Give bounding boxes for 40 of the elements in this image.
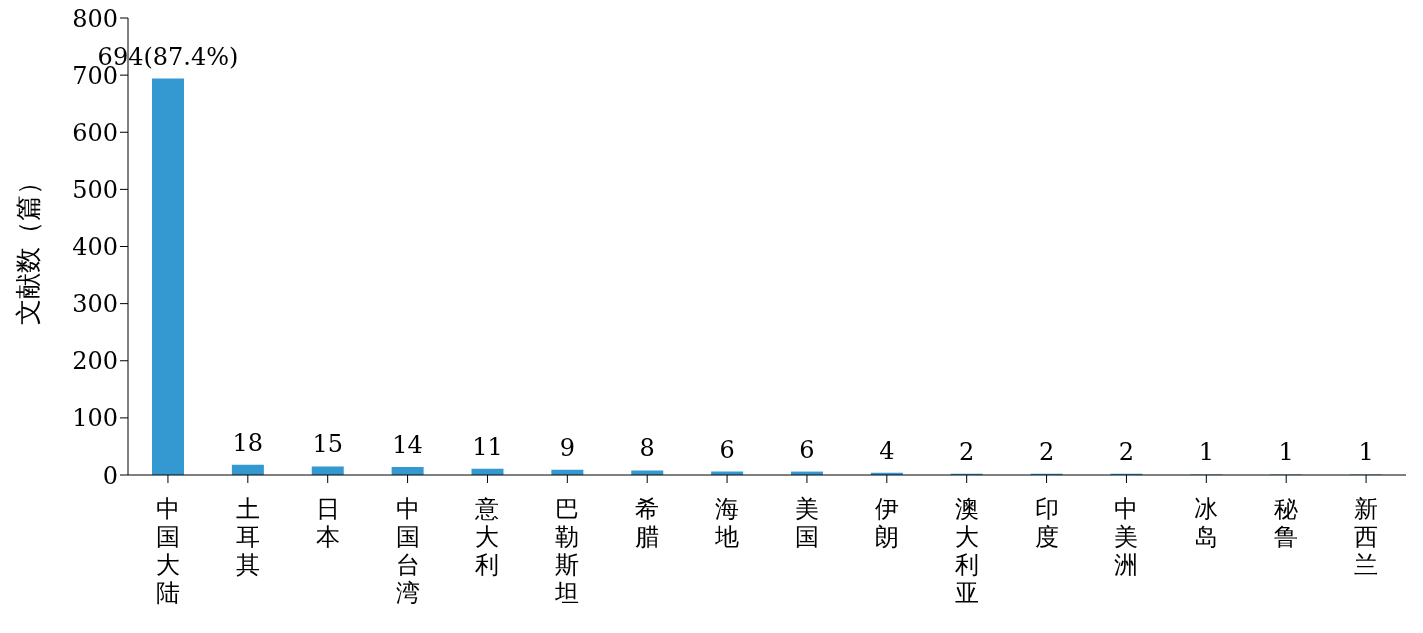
x-tick-label: 希腊 bbox=[635, 495, 660, 551]
data-label: 6 bbox=[719, 435, 735, 464]
y-tick-label: 0 bbox=[102, 461, 118, 490]
x-tick-label: 美国 bbox=[794, 495, 819, 551]
data-label: 18 bbox=[232, 428, 264, 457]
x-tick-label: 伊朗 bbox=[874, 495, 899, 551]
x-tick-label: 中国台湾 bbox=[395, 495, 420, 607]
y-tick-label: 800 bbox=[72, 4, 118, 33]
x-tick-label: 意大利 bbox=[474, 495, 500, 579]
y-tick-label: 300 bbox=[72, 290, 118, 319]
x-tick-label: 日本 bbox=[315, 495, 340, 551]
x-tick-label: 土耳其 bbox=[235, 495, 260, 579]
x-tick-label: 冰岛 bbox=[1194, 495, 1219, 551]
data-label: 4 bbox=[879, 436, 895, 465]
data-label: 1 bbox=[1358, 438, 1374, 467]
y-tick-label: 400 bbox=[72, 233, 118, 262]
data-label: 2 bbox=[1118, 437, 1135, 466]
data-label: 1 bbox=[1198, 438, 1215, 467]
y-axis-title: 文献数（篇） bbox=[13, 168, 44, 325]
x-tick-label: 秘鲁 bbox=[1274, 495, 1299, 551]
data-label: 8 bbox=[639, 434, 655, 463]
x-tick-label: 巴勒斯坦 bbox=[554, 495, 580, 607]
x-tick-label: 海地 bbox=[714, 495, 740, 551]
data-label: 11 bbox=[472, 432, 503, 461]
x-tick-label: 中国大陆 bbox=[155, 495, 180, 607]
data-label: 1 bbox=[1278, 438, 1294, 467]
y-tick-label: 600 bbox=[72, 118, 118, 147]
data-label: 6 bbox=[799, 435, 815, 464]
data-label: 2 bbox=[1038, 437, 1055, 466]
data-label: 14 bbox=[392, 431, 423, 459]
x-tick-label: 澳大利亚 bbox=[954, 495, 979, 607]
y-tick-label: 100 bbox=[72, 404, 118, 433]
data-label: 2 bbox=[959, 437, 975, 466]
x-tick-label: 印度 bbox=[1034, 495, 1059, 551]
data-label: 9 bbox=[559, 433, 576, 462]
y-tick-label: 500 bbox=[72, 175, 118, 204]
data-label: 15 bbox=[312, 430, 344, 459]
x-tick-label: 中美洲 bbox=[1114, 495, 1139, 579]
y-tick-label: 200 bbox=[72, 347, 118, 376]
x-tick-label: 新西兰 bbox=[1354, 495, 1379, 579]
